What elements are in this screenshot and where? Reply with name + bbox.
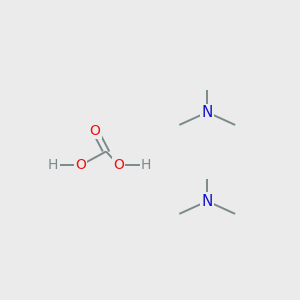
Text: H: H bbox=[141, 158, 152, 172]
Text: O: O bbox=[90, 124, 101, 138]
Text: H: H bbox=[48, 158, 58, 172]
Text: O: O bbox=[75, 158, 86, 172]
Text: O: O bbox=[113, 158, 124, 172]
Text: N: N bbox=[202, 194, 213, 209]
Text: N: N bbox=[202, 105, 213, 120]
